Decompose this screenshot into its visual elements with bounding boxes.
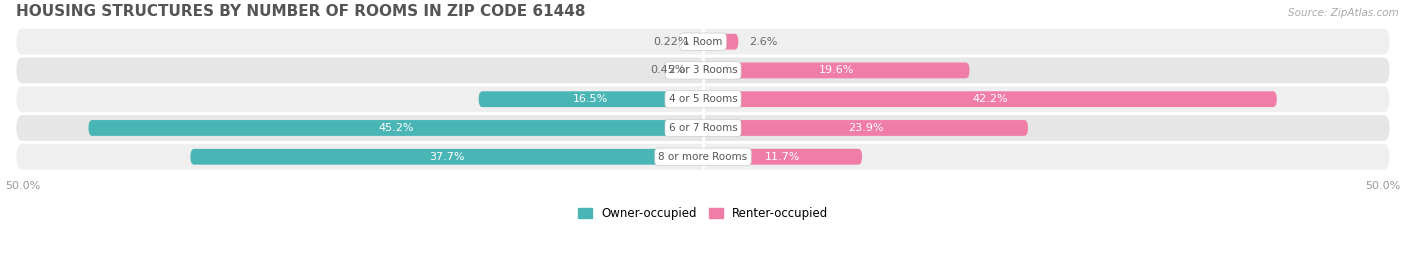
Text: 16.5%: 16.5% (574, 94, 609, 104)
Text: 45.2%: 45.2% (378, 123, 413, 133)
Text: 1 Room: 1 Room (683, 37, 723, 47)
Text: 8 or more Rooms: 8 or more Rooms (658, 152, 748, 162)
Legend: Owner-occupied, Renter-occupied: Owner-occupied, Renter-occupied (578, 207, 828, 220)
Text: 37.7%: 37.7% (429, 152, 464, 162)
Text: 6 or 7 Rooms: 6 or 7 Rooms (669, 123, 737, 133)
Text: 2.6%: 2.6% (749, 37, 778, 47)
Text: 4 or 5 Rooms: 4 or 5 Rooms (669, 94, 737, 104)
FancyBboxPatch shape (703, 120, 1028, 136)
FancyBboxPatch shape (478, 91, 703, 107)
FancyBboxPatch shape (17, 58, 1389, 83)
Text: Source: ZipAtlas.com: Source: ZipAtlas.com (1288, 8, 1399, 18)
Text: 0.45%: 0.45% (651, 65, 686, 75)
Text: 0.22%: 0.22% (654, 37, 689, 47)
FancyBboxPatch shape (17, 29, 1389, 55)
Text: 2 or 3 Rooms: 2 or 3 Rooms (669, 65, 737, 75)
FancyBboxPatch shape (17, 115, 1389, 141)
FancyBboxPatch shape (703, 63, 970, 78)
Text: 11.7%: 11.7% (765, 152, 800, 162)
FancyBboxPatch shape (703, 149, 862, 165)
FancyBboxPatch shape (699, 34, 704, 50)
FancyBboxPatch shape (17, 144, 1389, 170)
FancyBboxPatch shape (89, 120, 703, 136)
FancyBboxPatch shape (17, 86, 1389, 112)
Text: 23.9%: 23.9% (848, 123, 883, 133)
Text: HOUSING STRUCTURES BY NUMBER OF ROOMS IN ZIP CODE 61448: HOUSING STRUCTURES BY NUMBER OF ROOMS IN… (17, 4, 586, 19)
Text: 42.2%: 42.2% (972, 94, 1008, 104)
FancyBboxPatch shape (697, 63, 703, 78)
FancyBboxPatch shape (703, 91, 1277, 107)
Text: 19.6%: 19.6% (818, 65, 853, 75)
FancyBboxPatch shape (703, 34, 738, 50)
FancyBboxPatch shape (190, 149, 703, 165)
